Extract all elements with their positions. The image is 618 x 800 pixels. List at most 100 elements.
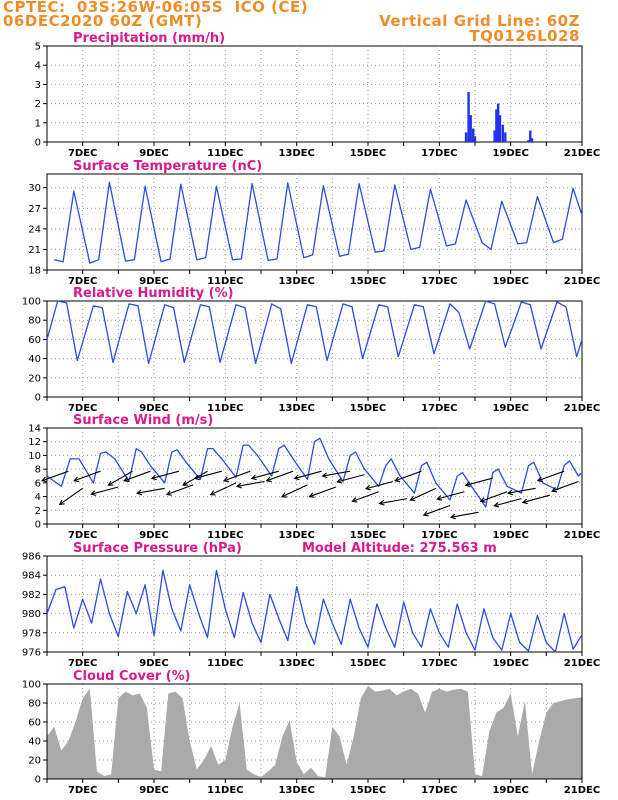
wind-arrow-head xyxy=(280,492,288,498)
wind-arrow xyxy=(437,491,465,500)
wind-arrow xyxy=(322,470,351,477)
wind-xtick-label: 9DEC xyxy=(139,530,168,541)
humidity-ytick-label: 60 xyxy=(28,335,41,346)
wind-ytick-label: 14 xyxy=(28,424,41,435)
wind-arrow-head xyxy=(150,474,157,481)
cloud-ytick-label: 0 xyxy=(35,775,41,786)
humidity-xtick-label: 13DEC xyxy=(278,403,314,414)
humidity-ytick-label: 20 xyxy=(28,373,41,384)
humidity-xtick-label: 9DEC xyxy=(139,403,168,414)
wind-arrow xyxy=(309,486,337,498)
pressure-ytick-label: 986 xyxy=(22,552,41,563)
temp-xtick-label: 7DEC xyxy=(68,276,97,287)
wind-arrow xyxy=(480,491,508,502)
precip-bar xyxy=(472,128,475,142)
wind-arrow-head xyxy=(209,490,216,496)
precip-xtick-label: 11DEC xyxy=(207,148,243,159)
wind-arrow-head xyxy=(422,510,429,517)
cloud-xtick-label: 9DEC xyxy=(139,785,168,796)
temp-xtick-label: 9DEC xyxy=(139,276,168,287)
cloud-xtick-label: 21DEC xyxy=(564,785,600,796)
wind-arrow xyxy=(91,486,119,495)
wind-arrow xyxy=(223,470,251,482)
header-datetime: 06DEC2020 60Z (GMT) xyxy=(3,12,203,30)
wind-arrow-head xyxy=(493,502,500,508)
wind-arrow xyxy=(494,498,522,507)
cloud-ytick-label: 20 xyxy=(28,756,41,767)
humidity-xtick-label: 15DEC xyxy=(350,403,386,414)
humidity-xtick-label: 19DEC xyxy=(492,403,528,414)
temp-xtick-label: 19DEC xyxy=(492,276,528,287)
wind-arrow-head xyxy=(409,495,416,502)
pressure-xtick-label: 21DEC xyxy=(564,658,600,669)
temp-title: Surface Temperature (nC) xyxy=(73,159,262,174)
panel-humidity: 0 20 40 60 80 100 7DEC 9DEC 11DEC 13DEC 15DEC 17DEC… xyxy=(22,286,600,414)
precip-ytick-label: 3 xyxy=(35,80,41,91)
wind-xtick-label: 19DEC xyxy=(492,530,528,541)
wind-arrow xyxy=(423,504,451,516)
humidity-line xyxy=(46,300,583,365)
wind-arrow-head xyxy=(506,489,513,496)
wind-arrow xyxy=(379,498,408,505)
wind-ytick-label: 0 xyxy=(35,520,41,531)
header-grid-line: Vertical Grid Line: 60Z xyxy=(379,12,580,30)
wind-xtick-label: 13DEC xyxy=(278,530,314,541)
temp-ytick-label: 30 xyxy=(28,183,41,194)
wind-arrow-head xyxy=(378,499,385,506)
precip-bar xyxy=(493,130,496,142)
wind-arrow-head xyxy=(193,474,200,481)
cloud-xtick-label: 13DEC xyxy=(278,785,314,796)
humidity-frame xyxy=(46,300,583,398)
model-altitude-label: Model Altitude: 275.563 m xyxy=(302,541,497,556)
wind-xtick-label: 7DEC xyxy=(68,530,97,541)
wind-ytick-label: 10 xyxy=(28,451,41,462)
header-station: CPTEC: 03S:26W-06:05S ICO (CE) xyxy=(3,0,309,16)
humidity-ytick-label: 0 xyxy=(35,393,41,404)
precip-ytick-label: 2 xyxy=(35,99,41,110)
temp-xtick-label: 15DEC xyxy=(350,276,386,287)
cloud-ytick-label: 60 xyxy=(28,718,41,729)
wind-arrow xyxy=(123,470,151,482)
wind-arrow xyxy=(465,477,493,486)
wind-ytick-label: 12 xyxy=(28,437,41,448)
pressure-xtick-label: 17DEC xyxy=(421,658,457,669)
precip-ytick-label: 5 xyxy=(35,42,41,53)
wind-arrow xyxy=(365,480,394,490)
wind-arrow-head xyxy=(222,476,230,483)
pressure-frame xyxy=(46,555,583,653)
wind-arrow-head xyxy=(182,480,189,486)
wind-xtick-label: 15DEC xyxy=(350,530,386,541)
wind-arrow-head xyxy=(479,497,486,503)
cloud-area xyxy=(47,685,582,779)
wind-arrow xyxy=(59,487,83,505)
wind-arrow xyxy=(551,480,579,492)
wind-ytick-label: 6 xyxy=(35,478,41,489)
temp-xtick-label: 11DEC xyxy=(207,276,243,287)
wind-xtick-label: 11DEC xyxy=(207,530,243,541)
wind-arrow-head xyxy=(464,481,471,488)
cloud-ytick-label: 40 xyxy=(28,737,41,748)
wind-ytick-label: 4 xyxy=(35,492,41,503)
humidity-ytick-label: 100 xyxy=(22,297,41,308)
wind-xtick-label: 17DEC xyxy=(421,530,457,541)
precip-bar xyxy=(501,124,505,142)
wind-arrow-head xyxy=(123,476,130,483)
wind-arrow-head xyxy=(351,497,358,503)
wind-arrow xyxy=(507,487,536,494)
wind-ytick-label: 2 xyxy=(35,506,41,517)
cloud-ytick-label: 80 xyxy=(28,699,41,710)
wind-arrow xyxy=(450,511,479,518)
precip-ytick-label: 1 xyxy=(35,118,41,129)
pressure-title: Surface Pressure (hPa) xyxy=(73,541,242,556)
precip-xtick-label: 19DEC xyxy=(492,148,528,159)
wind-title: Surface Wind (m/s) xyxy=(73,413,213,428)
panel-pressure: 976 978 980 982 984 986 7DEC 9DEC 11DEC 13DEC 15DE… xyxy=(22,541,600,669)
temp-ytick-label: 21 xyxy=(28,245,41,256)
pressure-xtick-label: 19DEC xyxy=(492,658,528,669)
temp-xtick-label: 21DEC xyxy=(564,276,600,287)
humidity-xtick-label: 21DEC xyxy=(564,403,600,414)
wind-arrow xyxy=(108,470,133,486)
wind-arrow-head xyxy=(308,492,315,498)
pressure-xtick-label: 15DEC xyxy=(350,658,386,669)
wind-xtick-label: 21DEC xyxy=(564,530,600,541)
